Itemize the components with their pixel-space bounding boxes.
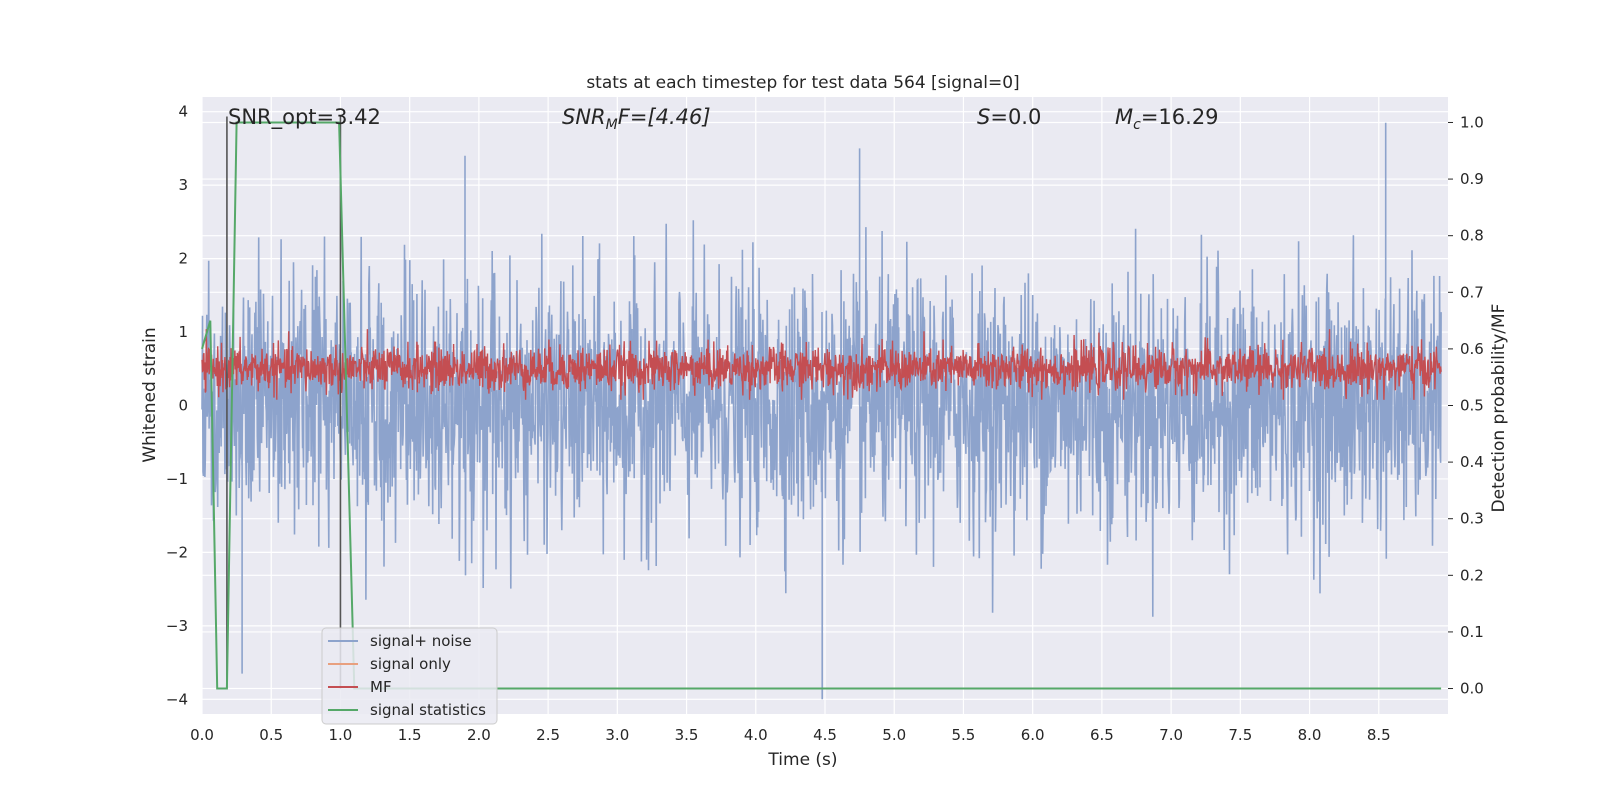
- y-tick-label: 4: [178, 103, 188, 121]
- x-tick-label: 6.5: [1090, 726, 1114, 744]
- x-tick-label: 4.0: [744, 726, 768, 744]
- y2-tick-label: 0.8: [1460, 227, 1484, 245]
- legend-label-mf: MF: [370, 678, 392, 696]
- annotation-snr-opt: SNR_opt=3.42: [228, 105, 381, 130]
- y2-tick-label: 0.5: [1460, 397, 1484, 415]
- y-tick-label: −2: [166, 543, 188, 561]
- x-tick-label: 8.0: [1298, 726, 1322, 744]
- x-tick-label: 5.5: [952, 726, 976, 744]
- series-mf: [201, 329, 1442, 400]
- y-tick-label: 3: [178, 176, 188, 194]
- y-axis-label: Whitened strain: [140, 327, 160, 462]
- x-tick-label: 0.0: [190, 726, 214, 744]
- y2-tick-label: 0.1: [1460, 623, 1484, 641]
- y2-axis-label: Detection probability/MF: [1489, 304, 1509, 513]
- x-tick-label: 7.5: [1228, 726, 1252, 744]
- y-tick-label: −4: [166, 690, 188, 708]
- x-axis-label: Time (s): [767, 750, 837, 770]
- legend-label-signal-only: signal only: [370, 655, 451, 673]
- x-tick-label: 6.0: [1021, 726, 1045, 744]
- y-tick-label: −3: [166, 617, 188, 635]
- x-tick-label: 7.0: [1159, 726, 1183, 744]
- y2-tick-label: 0.4: [1460, 453, 1484, 471]
- annotation-mc: Mc=16.29: [1115, 105, 1219, 133]
- chart-title: stats at each timestep for test data 564…: [586, 73, 1019, 93]
- x-tick-label: 4.5: [813, 726, 837, 744]
- y-tick-label: 1: [178, 323, 188, 341]
- series-signal-statistics: [201, 121, 1442, 690]
- y2-tick-label: 0.6: [1460, 340, 1484, 358]
- y2-tick-label: 0.9: [1460, 170, 1484, 188]
- y2-tick-label: 0.3: [1460, 510, 1484, 528]
- legend-label-signal-noise: signal+ noise: [370, 632, 472, 650]
- annotation-snr-mf: SNRMF=[4.46]: [562, 105, 711, 133]
- y-tick-label: 0: [178, 397, 188, 415]
- legend-label-signal-statistics: signal statistics: [370, 701, 486, 719]
- annotation-s: S=0.0: [977, 105, 1041, 129]
- series-line-signal-noise: [201, 122, 1442, 700]
- y2-tick-label: 1.0: [1460, 113, 1484, 131]
- marker-lines: [226, 116, 342, 689]
- x-tick-label: 1.0: [329, 726, 353, 744]
- y2-tick-label: 0.7: [1460, 283, 1484, 301]
- x-tick-label: 5.0: [882, 726, 906, 744]
- y2-tick-label: 0.0: [1460, 680, 1484, 698]
- series-line-signal-statistics: [201, 121, 1442, 690]
- x-tick-label: 3.0: [605, 726, 629, 744]
- x-tick-label: 0.5: [259, 726, 283, 744]
- x-tick-label: 8.5: [1367, 726, 1391, 744]
- x-tick-label: 2.0: [467, 726, 491, 744]
- y2-tick-label: 0.2: [1460, 566, 1484, 584]
- y-tick-label: 2: [178, 250, 188, 268]
- x-tick-label: 2.5: [536, 726, 560, 744]
- series-line-mf: [201, 329, 1442, 400]
- legend: signal+ noise signal only MF signal stat…: [321, 627, 498, 725]
- x-tick-label: 3.5: [675, 726, 699, 744]
- series-signal-noise: [201, 122, 1442, 700]
- x-tick-label: 1.5: [398, 726, 422, 744]
- legend-box: [321, 627, 498, 725]
- tick-labels: 0.0 0.5 1.0 1.5 2.0 2.5 3.0 3.5 4.0 4.5 5.0 5.5 6.0 6…: [166, 103, 1484, 744]
- y-tick-label: −1: [166, 470, 188, 488]
